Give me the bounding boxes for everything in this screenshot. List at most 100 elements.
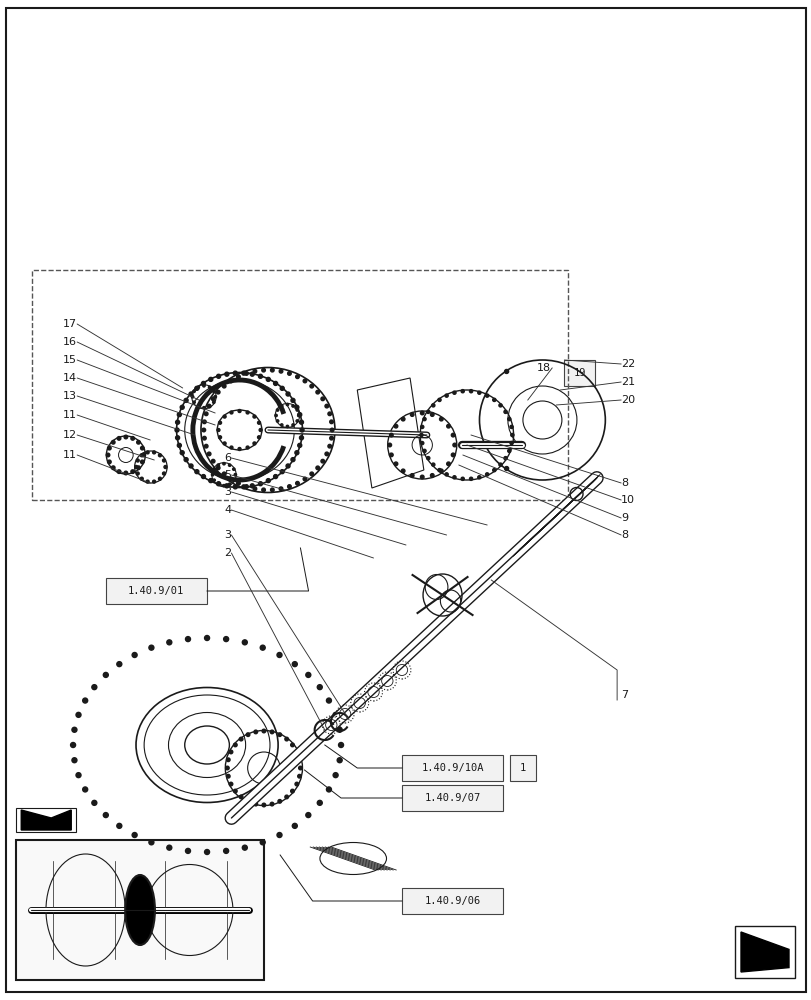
Circle shape [389,453,393,457]
Text: 12: 12 [63,430,77,440]
Circle shape [83,698,88,703]
Circle shape [290,789,294,793]
Circle shape [291,405,294,407]
Circle shape [393,462,397,466]
Circle shape [504,410,507,413]
Circle shape [217,483,219,485]
Circle shape [287,372,291,375]
Circle shape [207,452,211,456]
Circle shape [492,469,496,472]
Circle shape [280,424,282,426]
Circle shape [246,411,249,414]
Text: 21: 21 [620,377,634,387]
Circle shape [211,397,215,401]
Circle shape [177,443,181,447]
Circle shape [492,398,496,401]
Circle shape [439,417,443,421]
Circle shape [229,750,233,754]
Circle shape [203,420,206,424]
Circle shape [242,485,246,489]
Circle shape [419,433,423,437]
Circle shape [189,392,193,396]
Polygon shape [740,932,788,972]
Circle shape [295,481,299,485]
Circle shape [324,452,328,456]
Circle shape [185,848,191,853]
Text: 8: 8 [620,478,628,488]
Text: 1.40.9/07: 1.40.9/07 [424,793,480,803]
Circle shape [253,442,255,445]
Circle shape [162,472,165,475]
Ellipse shape [125,875,155,945]
Circle shape [233,371,237,375]
Circle shape [294,782,298,786]
Circle shape [203,385,205,387]
Circle shape [204,636,209,641]
Circle shape [401,469,405,473]
Polygon shape [21,810,71,830]
Circle shape [180,451,184,455]
Circle shape [214,396,217,398]
Circle shape [300,428,303,432]
Circle shape [292,662,297,667]
Text: 5: 5 [224,470,231,480]
Circle shape [202,428,205,432]
Circle shape [337,727,341,732]
Text: 18: 18 [536,363,550,373]
Circle shape [132,833,137,838]
Circle shape [277,652,281,657]
Circle shape [285,464,290,468]
Circle shape [212,468,215,470]
Circle shape [140,454,143,457]
Circle shape [234,743,237,747]
Circle shape [461,390,464,393]
Circle shape [222,384,225,388]
Circle shape [430,474,434,477]
Circle shape [71,742,75,748]
Circle shape [253,369,256,373]
Circle shape [76,712,81,717]
Circle shape [217,482,221,486]
Circle shape [242,371,246,375]
Circle shape [103,813,108,818]
Circle shape [290,458,294,462]
Circle shape [261,368,265,372]
Circle shape [148,840,154,845]
Circle shape [444,473,448,476]
Circle shape [453,443,456,447]
Circle shape [152,451,156,454]
Circle shape [253,415,255,418]
Circle shape [389,433,393,437]
Circle shape [184,458,188,462]
Circle shape [107,460,111,464]
Circle shape [485,473,488,476]
Circle shape [285,737,288,741]
Circle shape [236,375,240,379]
Circle shape [140,477,143,480]
Circle shape [270,802,273,806]
Circle shape [292,823,297,828]
Circle shape [217,390,220,394]
Circle shape [324,404,328,408]
Circle shape [223,442,225,445]
Circle shape [337,758,341,763]
Text: 17: 17 [63,319,77,329]
Circle shape [291,424,294,426]
Circle shape [262,803,265,807]
Circle shape [298,443,302,447]
Circle shape [246,733,250,736]
Circle shape [509,441,513,445]
Circle shape [260,645,265,650]
Bar [564,360,594,386]
Circle shape [277,833,281,838]
Circle shape [257,421,260,424]
Circle shape [277,733,281,736]
Circle shape [303,477,307,481]
Text: 1.40.9/06: 1.40.9/06 [424,896,480,906]
Circle shape [504,467,508,471]
Text: 11: 11 [63,410,77,420]
Circle shape [184,398,188,402]
Circle shape [177,413,181,417]
Text: 14: 14 [63,373,77,383]
Circle shape [426,457,429,460]
